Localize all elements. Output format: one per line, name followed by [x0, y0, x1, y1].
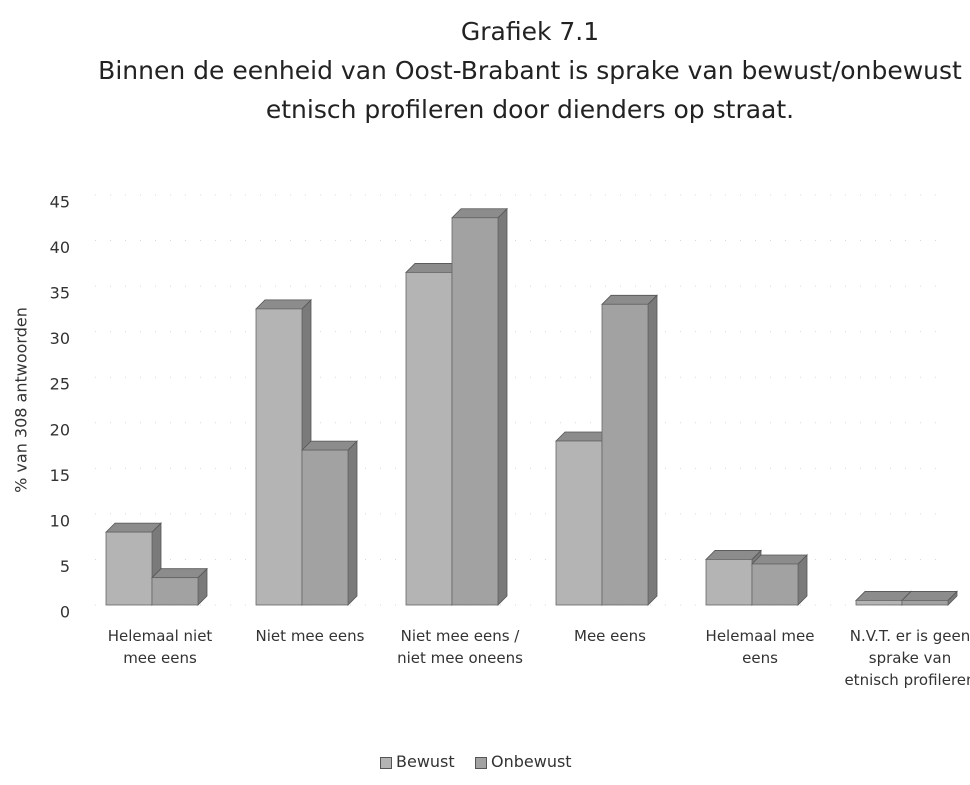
x-tick-label: Helemaal niet mee eens [107, 627, 213, 667]
x-tick-label: Mee eens [574, 627, 646, 645]
bar [901, 600, 949, 606]
bar [301, 449, 349, 606]
y-tick-label: 0 [60, 603, 70, 622]
bar-side [647, 294, 658, 606]
bar [555, 440, 603, 606]
y-tick-label: 10 [50, 511, 70, 530]
bar-top [705, 550, 762, 560]
x-tick-label: Niet mee eens / niet mee oneens [397, 627, 523, 667]
x-tick-label: N.V.T. er is geen sprake van etnisch pro… [844, 627, 970, 689]
bar-top [151, 568, 208, 579]
y-tick-label: 30 [50, 329, 70, 348]
bar-side [497, 207, 508, 606]
bar-top [601, 294, 658, 305]
legend-item: Onbewust [475, 752, 572, 771]
bar [151, 577, 199, 606]
bar [105, 531, 153, 606]
y-tick-label: 35 [50, 284, 70, 303]
x-tick-label: Helemaal mee eens [705, 627, 815, 667]
bar [705, 559, 753, 606]
bar-top [451, 208, 508, 219]
x-tick-label: Niet mee eens [255, 627, 365, 645]
y-tick-label: 5 [60, 557, 70, 576]
bar [255, 308, 303, 606]
bar-top [301, 440, 358, 451]
bar [855, 600, 903, 606]
y-tick-label: 40 [50, 238, 70, 257]
bar-top [255, 299, 312, 310]
y-tick-label: 25 [50, 375, 70, 394]
y-tick-label: 15 [50, 466, 70, 485]
chart-title: Grafiek 7.1 [460, 17, 600, 46]
legend-label: Bewust [396, 752, 455, 771]
bar [405, 272, 453, 606]
legend-label: Onbewust [491, 752, 572, 771]
y-axis-label: % van 308 antwoorden [12, 307, 31, 493]
legend-swatch [380, 756, 392, 769]
y-tick-label: 20 [50, 420, 70, 439]
bar-top [855, 591, 912, 601]
bar-top [751, 554, 808, 565]
legend-swatch [475, 756, 487, 769]
bar [451, 217, 499, 606]
bar-top [901, 591, 958, 601]
bar [751, 563, 799, 606]
bar [601, 303, 649, 606]
chart-subtitle: Binnen de eenheid van Oost-Brabant is sp… [98, 56, 962, 124]
y-tick-label: 45 [50, 193, 70, 212]
bar-top [105, 522, 162, 533]
bar-side [347, 440, 358, 606]
legend-item: Bewust [380, 752, 455, 771]
